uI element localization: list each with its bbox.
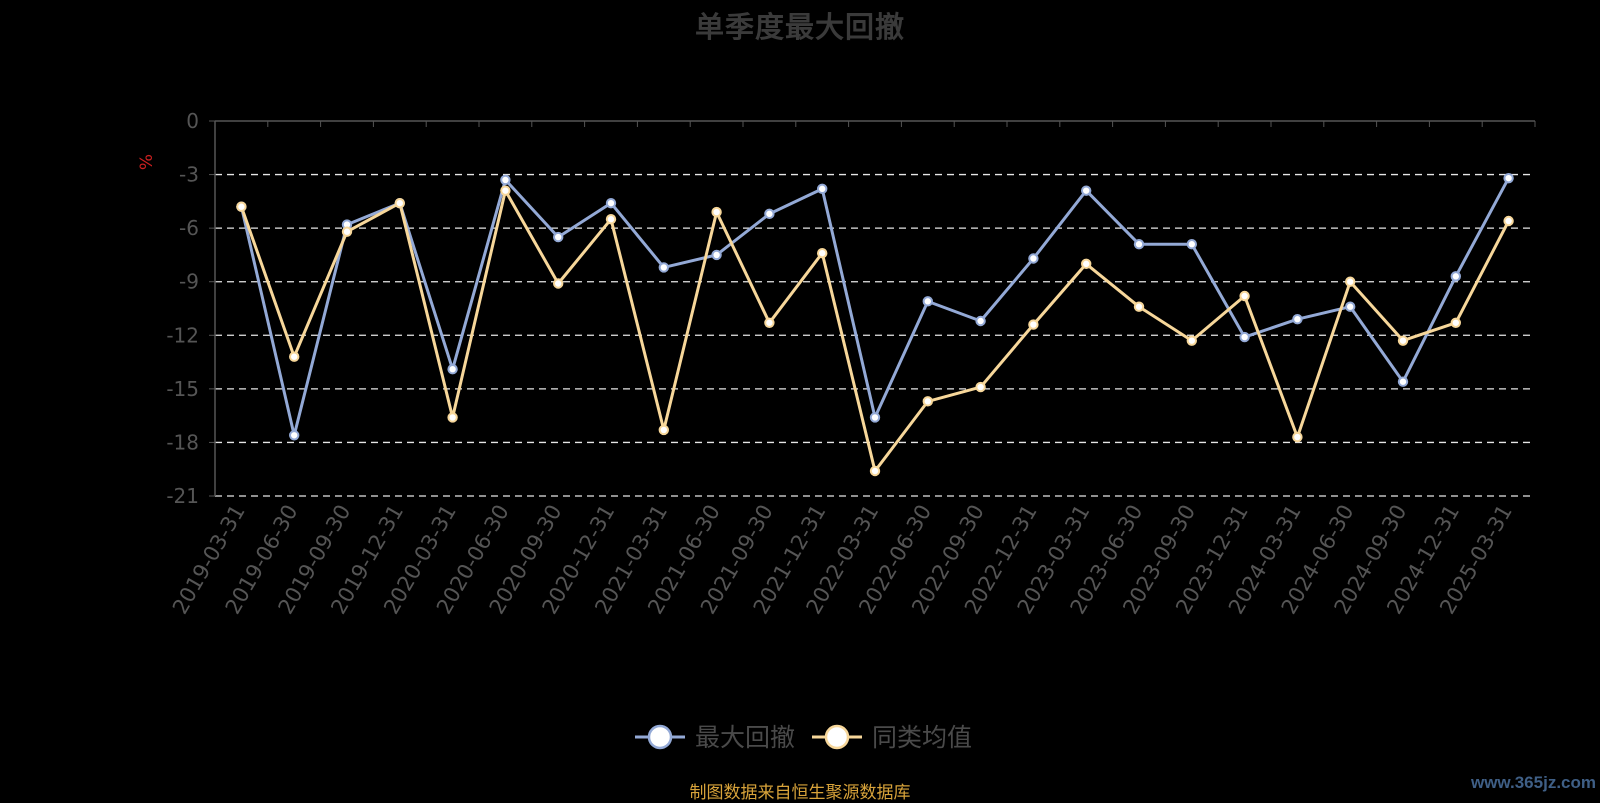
series-points: [236, 172, 1514, 477]
y-tick-label: -12: [166, 323, 199, 347]
data-source-note: 制图数据来自恒生聚源数据库: [689, 783, 911, 803]
data-point[interactable]: [975, 381, 986, 393]
y-tick-label: -18: [166, 430, 199, 454]
data-point[interactable]: [711, 206, 722, 218]
data-point[interactable]: [1028, 253, 1039, 264]
data-point[interactable]: [711, 249, 722, 261]
data-point[interactable]: [922, 396, 933, 407]
data-point[interactable]: [605, 214, 617, 225]
data-point[interactable]: [605, 197, 617, 209]
y-axis-label: %: [137, 154, 157, 170]
legend-marker: [647, 724, 673, 750]
data-point[interactable]: [1239, 290, 1250, 302]
data-point[interactable]: [289, 430, 300, 441]
data-point[interactable]: [1081, 258, 1092, 270]
y-tick-label: -6: [179, 216, 199, 240]
series-lines: [239, 177, 1510, 473]
data-point[interactable]: [817, 183, 828, 195]
data-point[interactable]: [1028, 319, 1039, 330]
legend: 最大回撤 同类均值: [635, 723, 972, 752]
grid-lines: [215, 173, 1535, 497]
legend-item-0[interactable]: 最大回撤: [635, 723, 795, 752]
data-point[interactable]: [1450, 317, 1462, 328]
data-point[interactable]: [500, 185, 511, 196]
data-point[interactable]: [289, 351, 300, 362]
data-point[interactable]: [1292, 314, 1303, 325]
data-point[interactable]: [975, 315, 986, 327]
y-tick-label: -21: [166, 484, 199, 508]
data-point[interactable]: [1397, 376, 1409, 387]
chart-title: 单季度最大回撤: [694, 10, 905, 44]
series-line-0: [239, 177, 1510, 437]
y-tick-labels: 0 -3 -6 -9 -12 -15 -18 -21: [166, 109, 199, 508]
data-point[interactable]: [1345, 301, 1356, 312]
y-tick-label: -9: [179, 270, 199, 294]
legend-item-1[interactable]: 同类均值: [812, 723, 972, 752]
data-point[interactable]: [1397, 335, 1409, 346]
legend-label: 最大回撤: [695, 723, 795, 752]
data-point[interactable]: [1239, 331, 1250, 343]
data-point[interactable]: [1450, 271, 1462, 282]
data-point[interactable]: [1133, 239, 1145, 250]
data-point[interactable]: [447, 364, 458, 375]
legend-marker: [824, 724, 850, 750]
data-point[interactable]: [1292, 431, 1303, 443]
x-tick-labels: 2019-03-312019-06-302019-09-302019-12-31…: [168, 500, 1517, 618]
data-point[interactable]: [1081, 185, 1092, 196]
data-point[interactable]: [1345, 276, 1356, 287]
data-point[interactable]: [817, 247, 828, 259]
data-point[interactable]: [1133, 301, 1145, 312]
data-point[interactable]: [1503, 215, 1514, 227]
data-point[interactable]: [447, 412, 458, 423]
data-point[interactable]: [500, 174, 511, 186]
legend-label: 同类均值: [872, 723, 972, 752]
data-point[interactable]: [394, 197, 405, 209]
data-point[interactable]: [553, 278, 564, 289]
data-point[interactable]: [764, 317, 775, 328]
y-tick-label: -3: [179, 163, 199, 187]
data-point[interactable]: [658, 262, 669, 273]
y-tick-label: 0: [186, 109, 199, 133]
series-line-1: [239, 189, 1510, 473]
data-point[interactable]: [764, 208, 775, 220]
data-point[interactable]: [922, 296, 933, 307]
y-tick-label: -15: [166, 377, 199, 401]
data-point[interactable]: [1186, 239, 1198, 250]
axes: [209, 120, 1536, 497]
data-point[interactable]: [553, 231, 564, 243]
data-point[interactable]: [1503, 172, 1514, 184]
data-point[interactable]: [1186, 335, 1198, 346]
data-point[interactable]: [658, 424, 669, 436]
data-point[interactable]: [341, 226, 353, 237]
data-point[interactable]: [236, 201, 247, 212]
watermark: www.365jz.com: [1470, 773, 1596, 792]
data-point[interactable]: [869, 412, 881, 423]
data-point[interactable]: [869, 465, 881, 477]
